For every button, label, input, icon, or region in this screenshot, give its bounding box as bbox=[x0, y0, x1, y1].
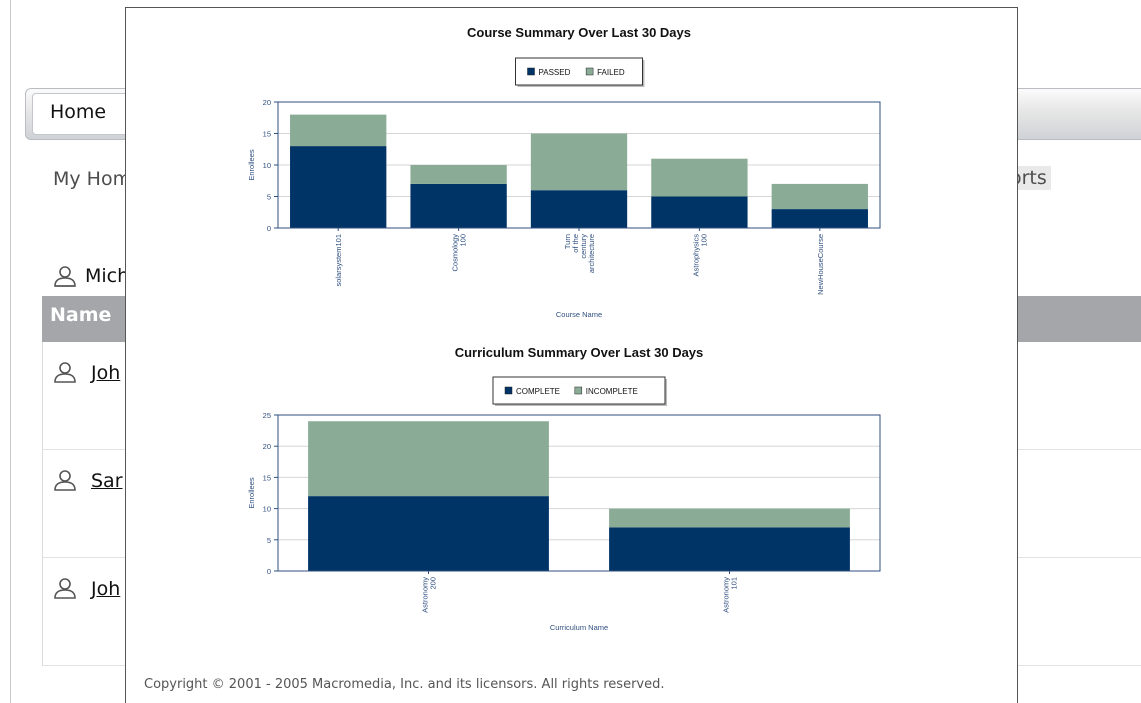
x-tick-label-line: solarsystem101 bbox=[334, 234, 343, 287]
x-tick-label-line: 101 bbox=[730, 577, 739, 590]
x-tick-label-line: Astronomy bbox=[421, 577, 430, 613]
subnav-my-home[interactable]: My Hom bbox=[53, 168, 132, 190]
plot-frame bbox=[277, 414, 881, 572]
y-tick-label: 20 bbox=[263, 98, 271, 107]
chart-legend: COMPLETE INCOMPLETE bbox=[492, 376, 667, 406]
x-tick-label-line: Astronomy bbox=[722, 577, 731, 613]
user-link[interactable]: Sar bbox=[91, 470, 123, 492]
y-tick-label: 15 bbox=[263, 130, 271, 139]
bar-segment bbox=[771, 209, 868, 228]
chart-title: Curriculum Summary Over Last 30 Days bbox=[455, 345, 704, 360]
y-tick-label: 20 bbox=[263, 442, 271, 451]
x-tick-label-line: NewHouseCourse bbox=[816, 234, 825, 295]
legend-frame bbox=[515, 57, 643, 86]
chart-legend: PASSED FAILED bbox=[515, 57, 645, 87]
user-link[interactable]: Joh bbox=[91, 578, 121, 600]
legend-label: FAILED bbox=[597, 68, 625, 77]
x-tick-label: Astrophysics100 bbox=[691, 234, 708, 277]
bar-segment bbox=[609, 527, 850, 571]
bar-segment bbox=[609, 508, 850, 528]
y-tick-label: 25 bbox=[263, 411, 271, 420]
y-tick-label: 15 bbox=[263, 473, 271, 482]
chart-title: Course Summary Over Last 30 Days bbox=[467, 25, 691, 40]
y-axis-label: Enrollees bbox=[247, 477, 256, 509]
y-tick-label: 0 bbox=[267, 567, 271, 576]
x-tick-label: Cosmology100 bbox=[451, 234, 468, 272]
bar-segment bbox=[530, 190, 628, 228]
bar-segment bbox=[290, 114, 387, 147]
y-tick-label: 10 bbox=[263, 505, 271, 514]
bar-segment bbox=[308, 496, 549, 571]
x-tick-label-line: architecture bbox=[587, 234, 596, 273]
legend-label: COMPLETE bbox=[516, 387, 560, 396]
bar-segment bbox=[410, 183, 507, 228]
x-tick-label: NewHouseCourse bbox=[816, 234, 825, 295]
x-tick-label: solarsystem101 bbox=[334, 234, 343, 287]
legend-swatch bbox=[527, 67, 535, 76]
bar-segment bbox=[651, 196, 748, 228]
user-name: Mich bbox=[85, 265, 130, 287]
course-summary-chart: Course Summary Over Last 30 Days PASSED FA… bbox=[247, 25, 881, 319]
user-icon bbox=[54, 266, 76, 287]
copyright-text: Copyright © 2001 - 2005 Macromedia, Inc.… bbox=[144, 677, 665, 692]
legend-swatch bbox=[504, 386, 513, 395]
legend-swatch bbox=[585, 67, 594, 76]
x-tick-label-line: 100 bbox=[459, 234, 468, 247]
x-tick-label-line: Turn bbox=[563, 234, 572, 249]
y-tick-label: 10 bbox=[263, 161, 271, 170]
x-tick-label: Astronomy200 bbox=[421, 577, 438, 613]
x-axis-label: Course Name bbox=[556, 310, 602, 319]
report-window: Course Summary Over Last 30 Days PASSED FA… bbox=[125, 7, 1018, 703]
y-tick-label: 5 bbox=[267, 193, 271, 202]
x-axis-label: Curriculum Name bbox=[550, 623, 608, 632]
x-tick-label: Turnof thecenturyarchitecture bbox=[563, 234, 596, 273]
bar-segment bbox=[308, 421, 549, 497]
x-tick-label-line: Cosmology bbox=[451, 234, 460, 272]
user-icon bbox=[54, 578, 76, 599]
x-tick-label-line: 200 bbox=[429, 577, 438, 590]
bar-segment bbox=[651, 158, 748, 197]
y-tick-label: 0 bbox=[267, 224, 271, 233]
x-tick-label: Astronomy101 bbox=[722, 577, 739, 613]
y-tick-label: 5 bbox=[267, 536, 271, 545]
y-axis-label: Enrollees bbox=[247, 149, 256, 181]
x-tick-label-line: century bbox=[579, 234, 588, 259]
user-icon bbox=[54, 362, 76, 383]
legend-label: PASSED bbox=[539, 68, 571, 77]
plot-frame bbox=[277, 101, 881, 229]
bar-segment bbox=[771, 183, 868, 210]
user-icon bbox=[54, 470, 76, 491]
legend-swatch bbox=[574, 386, 583, 395]
x-tick-label-line: 100 bbox=[699, 234, 708, 247]
current-user: Mich bbox=[53, 264, 129, 288]
bar-segment bbox=[290, 146, 387, 228]
x-tick-label-line: Astrophysics bbox=[691, 234, 700, 277]
bar-segment bbox=[410, 165, 507, 184]
user-link[interactable]: Joh bbox=[91, 362, 121, 384]
tab-home[interactable]: Home bbox=[32, 93, 142, 135]
x-tick-label-line: of the bbox=[571, 234, 580, 253]
curriculum-summary-chart: Curriculum Summary Over Last 30 Days COMP… bbox=[247, 345, 881, 632]
bar-segment bbox=[530, 133, 628, 191]
legend-label: INCOMPLETE bbox=[586, 387, 638, 396]
